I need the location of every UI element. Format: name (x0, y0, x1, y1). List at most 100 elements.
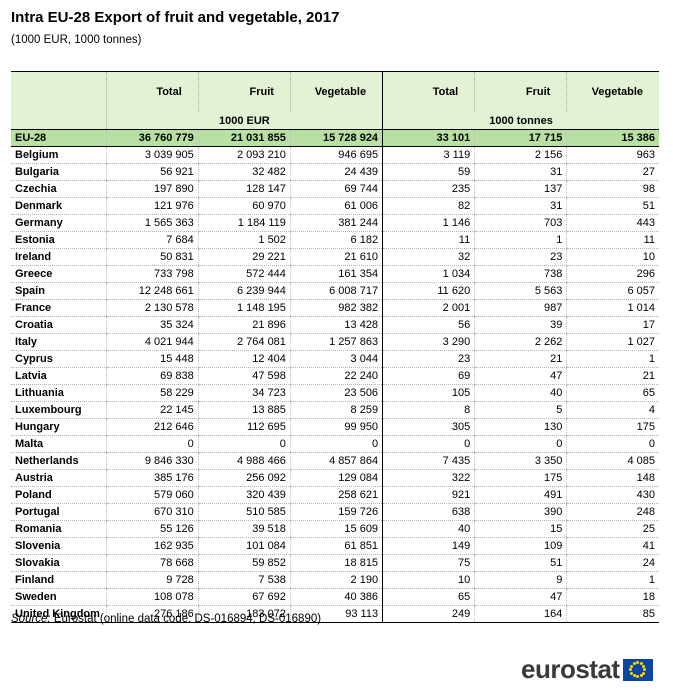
value-cell: 112 695 (197, 418, 291, 436)
value-cell: 175 (566, 418, 659, 436)
value-cell: 22 145 (105, 401, 199, 419)
value-cell: 164 (474, 605, 567, 623)
value-cell: 93 113 (289, 605, 383, 623)
value-cell: 161 354 (289, 265, 383, 283)
value-cell: 11 620 (382, 282, 475, 300)
eurostat-logo: eurostat (521, 654, 653, 685)
value-cell: 21 (566, 367, 659, 385)
value-cell: 149 (382, 537, 475, 555)
value-cell: 69 838 (105, 367, 199, 385)
eu-value-cell: 17 715 (474, 129, 567, 147)
eu-value-cell: 15 728 924 (289, 129, 383, 147)
value-cell: 21 (474, 350, 567, 368)
eu-country-cell: EU-28 (11, 129, 107, 147)
value-cell: 32 482 (197, 163, 291, 181)
country-cell: Hungary (11, 418, 107, 436)
eu-value-cell: 21 031 855 (197, 129, 291, 147)
unit-label-eur: 1000 EUR (105, 112, 383, 130)
country-cell: Belgium (11, 146, 107, 164)
value-cell: 9 846 330 (105, 452, 199, 470)
value-cell: 29 221 (197, 248, 291, 266)
value-cell: 638 (382, 503, 475, 521)
value-cell: 69 (382, 367, 475, 385)
value-cell: 21 610 (289, 248, 383, 266)
value-cell: 32 (382, 248, 475, 266)
country-cell: Slovenia (11, 537, 107, 555)
value-cell: 21 896 (197, 316, 291, 334)
value-cell: 69 744 (289, 180, 383, 198)
value-cell: 9 728 (105, 571, 199, 589)
country-cell: Poland (11, 486, 107, 504)
value-cell: 320 439 (197, 486, 291, 504)
country-cell: United Kingdom (11, 605, 107, 623)
value-cell: 670 310 (105, 503, 199, 521)
country-cell: Ireland (11, 248, 107, 266)
value-cell: 15 448 (105, 350, 199, 368)
value-cell: 40 386 (289, 588, 383, 606)
country-cell: Czechia (11, 180, 107, 198)
country-cell: France (11, 299, 107, 317)
country-cell: Italy (11, 333, 107, 351)
col-header-eur-fruit: Fruit (197, 71, 291, 112)
country-cell: Finland (11, 571, 107, 589)
column-header-row: Total Fruit Vegetable Total Fruit Vegeta… (11, 71, 659, 112)
page-subtitle: (1000 EUR, 1000 tonnes) (11, 34, 142, 46)
value-cell: 99 950 (289, 418, 383, 436)
value-cell: 10 (382, 571, 475, 589)
table-row: United Kingdom 276 186 183 072 93 113 249 164… (11, 605, 659, 623)
table-row: France 2 130 578 1 148 195 982 382 2 001 987 1… (11, 299, 659, 317)
value-cell: 6 182 (289, 231, 383, 249)
value-cell: 51 (566, 197, 659, 215)
col-header-tonnes-fruit: Fruit (474, 71, 567, 112)
value-cell: 59 (382, 163, 475, 181)
value-cell: 39 518 (197, 520, 291, 538)
value-cell: 2 190 (289, 571, 383, 589)
table-row: Sweden 108 078 67 692 40 386 65 47 18 (11, 588, 659, 606)
table-row: Spain 12 248 661 6 239 944 6 008 717 11 620 5… (11, 282, 659, 300)
value-cell: 22 240 (289, 367, 383, 385)
value-cell: 17 (566, 316, 659, 334)
value-cell: 40 (474, 384, 567, 402)
value-cell: 385 176 (105, 469, 199, 487)
country-cell: Luxembourg (11, 401, 107, 419)
value-cell: 98 (566, 180, 659, 198)
value-cell: 51 (474, 554, 567, 572)
table-row: Slovakia 78 668 59 852 18 815 75 51 24 (11, 554, 659, 572)
value-cell: 1 257 863 (289, 333, 383, 351)
value-cell: 0 (566, 435, 659, 453)
value-cell: 23 (382, 350, 475, 368)
table-row: Poland 579 060 320 439 258 621 921 491 430 (11, 486, 659, 504)
value-cell: 305 (382, 418, 475, 436)
value-cell: 3 044 (289, 350, 383, 368)
value-cell: 579 060 (105, 486, 199, 504)
value-cell: 6 057 (566, 282, 659, 300)
value-cell: 24 439 (289, 163, 383, 181)
table-row: Estonia 7 684 1 502 6 182 11 1 11 (11, 231, 659, 249)
value-cell: 15 (474, 520, 567, 538)
value-cell: 390 (474, 503, 567, 521)
country-cell: Malta (11, 435, 107, 453)
country-cell: Lithuania (11, 384, 107, 402)
table-row: Cyprus 15 448 12 404 3 044 23 21 1 (11, 350, 659, 368)
value-cell: 1 502 (197, 231, 291, 249)
value-cell: 55 126 (105, 520, 199, 538)
value-cell: 235 (382, 180, 475, 198)
value-cell: 47 (474, 367, 567, 385)
value-cell: 0 (382, 435, 475, 453)
value-cell: 5 (474, 401, 567, 419)
table-row: Czechia 197 890 128 147 69 744 235 137 98 (11, 180, 659, 198)
value-cell: 4 (566, 401, 659, 419)
value-cell: 130 (474, 418, 567, 436)
value-cell: 5 563 (474, 282, 567, 300)
country-cell: Denmark (11, 197, 107, 215)
value-cell: 249 (382, 605, 475, 623)
value-cell: 159 726 (289, 503, 383, 521)
source-label: Source: (11, 613, 51, 625)
value-cell: 2 262 (474, 333, 567, 351)
value-cell: 258 621 (289, 486, 383, 504)
table-row: Hungary 212 646 112 695 99 950 305 130 175 (11, 418, 659, 436)
value-cell: 443 (566, 214, 659, 232)
value-cell: 1 (566, 571, 659, 589)
value-cell: 82 (382, 197, 475, 215)
value-cell: 197 890 (105, 180, 199, 198)
